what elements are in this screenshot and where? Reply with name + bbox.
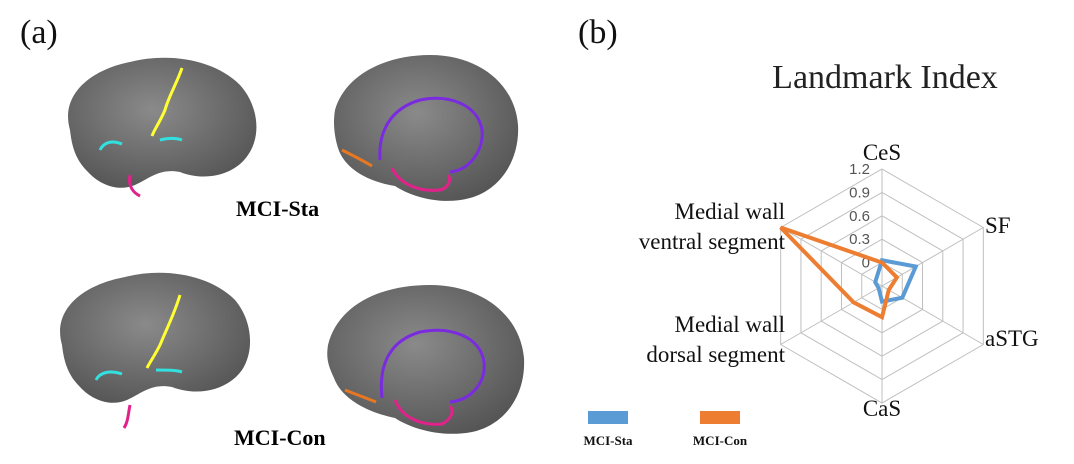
series-sta (873, 257, 919, 304)
grid-spoke-1 (881, 227, 984, 287)
sf-line (98, 137, 183, 151)
brain-caption-con: MCI-Con (234, 425, 326, 450)
cas-line (341, 148, 373, 168)
legend-label-1: MCI-Con (693, 433, 748, 448)
ces-line-2 (145, 294, 182, 369)
brain-lateral-bottom (60, 272, 251, 429)
medial-ventral-line-2 (393, 399, 454, 426)
tick-label: 0 (862, 255, 870, 272)
category-label-3: CaS (863, 396, 901, 421)
category-label-0: CeS (863, 140, 901, 165)
medial-dorsal-line (378, 96, 484, 174)
brain-medial-bottom (327, 285, 525, 434)
brain-figures (60, 55, 525, 434)
panel-a-label: (a) (20, 14, 58, 51)
medial-ventral-line (390, 167, 452, 192)
radar-ticks: 0 0.3 0.6 0.9 1.2 (849, 161, 870, 272)
tick-label: 0.6 (849, 208, 870, 225)
grid-spoke-2 (881, 285, 984, 345)
category-label-5: Medial wall (675, 199, 786, 224)
brain-lateral-top (68, 57, 257, 198)
radar-legend: MCI-Sta MCI-Con (583, 411, 748, 448)
astg-line (128, 174, 141, 198)
category-label-5: ventral segment (639, 229, 786, 254)
series-con (779, 225, 900, 321)
sf-line-2 (94, 368, 183, 381)
category-label-2: aSTG (985, 326, 1039, 351)
category-label-4: Medial wall (675, 312, 786, 337)
legend-label-0: MCI-Sta (583, 433, 633, 448)
tick-label: 1.2 (849, 161, 870, 178)
category-label-4: dorsal segment (646, 342, 785, 367)
ces-line (150, 67, 184, 137)
radar-category-labels: CeS SF aSTG CaS Medial wall dorsal segment Med… (639, 140, 1039, 421)
tick-label: 0.3 (849, 231, 870, 248)
brain-caption-sta: MCI-Sta (236, 196, 320, 221)
astg-line-2 (122, 404, 132, 429)
category-label-1: SF (985, 213, 1011, 238)
grid-spoke-5 (780, 227, 883, 287)
chart-title: Landmark Index (772, 59, 998, 96)
radar-grid (780, 168, 984, 404)
legend-swatch-0 (588, 411, 628, 424)
radar-series (779, 225, 919, 321)
cas-line-2 (344, 388, 377, 404)
panel-b-label: (b) (578, 14, 618, 51)
brain-medial-top (334, 55, 519, 201)
tick-label: 0.9 (849, 184, 870, 201)
legend-swatch-1 (700, 411, 740, 424)
medial-dorsal-line-2 (379, 328, 486, 404)
grid-spoke-4 (780, 285, 883, 345)
